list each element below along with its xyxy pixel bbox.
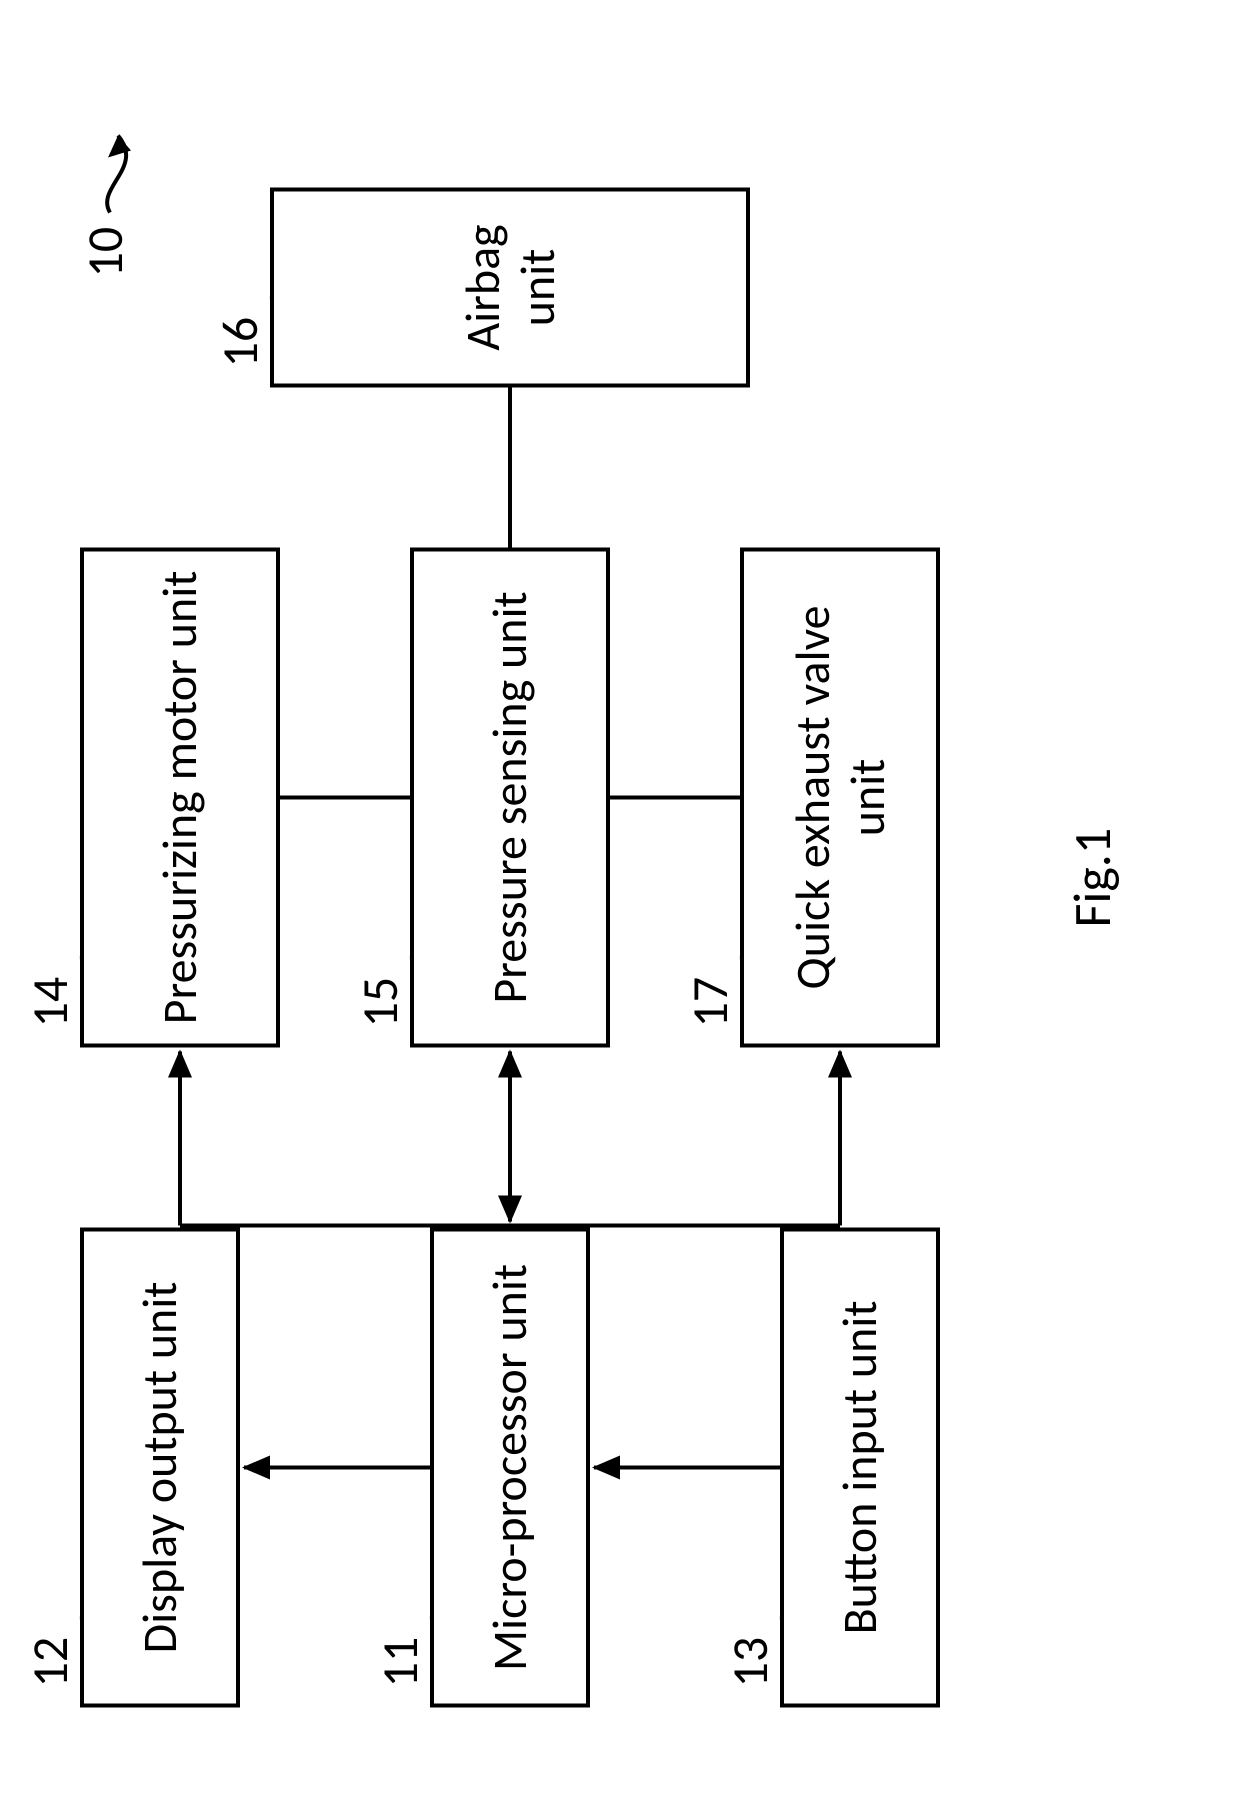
ref-13: 13 [720,1636,781,1687]
ref-15: 15 [350,976,411,1027]
ref-12: 12 [20,1636,81,1687]
micro-processor-unit: Micro-processor unit [430,1227,590,1707]
display-output-unit: Display output unit [80,1227,240,1707]
quick-exhaust-valve-unit: Quick exhaust valve unit [740,547,940,1047]
ref-14: 14 [20,976,81,1027]
pressurizing-motor-unit: Pressurizing motor unit [80,547,280,1047]
ref-10: 10 [75,226,136,277]
button-input-unit: Button input unit [780,1227,940,1707]
pressure-sensing-unit: Pressure sensing unit [410,547,610,1047]
ref-11: 11 [370,1636,431,1687]
ref-16: 16 [210,316,271,367]
airbag-unit: Airbag unit [270,187,750,387]
rotated-canvas: Display output unit Micro-processor unit… [0,0,1240,1807]
figure-label: Fig.1 [1060,827,1124,927]
diagram-stage: Display output unit Micro-processor unit… [0,0,1240,1807]
ref-17: 17 [680,976,741,1027]
